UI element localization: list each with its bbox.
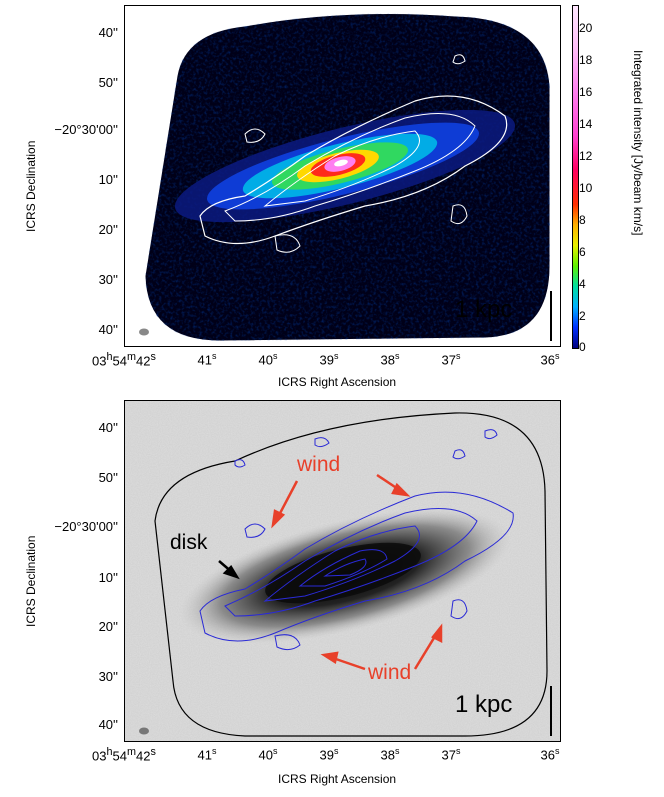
top-ylabel: ICRS Declination xyxy=(24,140,38,232)
bottom-xtick: 37s xyxy=(431,746,471,762)
xtick-unit-s: s xyxy=(333,351,339,361)
xtick-unit-s: s xyxy=(455,746,461,756)
xtick-unit-s: s xyxy=(272,746,278,756)
xtick-seconds: 41 xyxy=(197,352,212,368)
xtick-unit-s: s xyxy=(455,351,461,361)
bottom-xtick-first: 03h54m42s xyxy=(92,746,156,763)
colorbar-tick: 12 xyxy=(579,149,593,163)
xtick-minutes: 54 xyxy=(112,353,127,369)
bottom-xtick: 38s xyxy=(370,746,410,762)
top-ytick: 40'' xyxy=(98,25,118,40)
xtick-unit-s: s xyxy=(554,746,560,756)
xtick-seconds: 37 xyxy=(441,747,456,763)
beam-ellipse xyxy=(139,328,149,336)
scale-bar-label-bottom: 1 kpc xyxy=(455,691,513,718)
xtick-unit-s: s xyxy=(554,351,560,361)
xtick-unit-s: s xyxy=(394,351,400,361)
bottom-ytick: 50'' xyxy=(98,470,118,485)
xtick-seconds: 39 xyxy=(319,352,334,368)
bottom-ytick: −20°30'00'' xyxy=(54,519,118,534)
top-xtick: 36s xyxy=(530,351,570,367)
bottom-ytick: 20'' xyxy=(98,619,118,634)
top-xtick: 41s xyxy=(187,351,227,367)
xtick-seconds: 38 xyxy=(380,352,395,368)
galaxy-emission xyxy=(174,54,516,253)
xtick-seconds: 42 xyxy=(136,748,151,764)
top-ytick: 30'' xyxy=(98,272,118,287)
xtick-unit-s: s xyxy=(211,746,217,756)
top-xtick-first: 03h54m42s xyxy=(92,351,156,368)
xtick-unit-s: s xyxy=(211,351,217,361)
xtick-unit-s: s xyxy=(333,746,339,756)
bottom-ytick: 40'' xyxy=(98,420,118,435)
colorbar-tick: 6 xyxy=(579,245,586,259)
annotation-wind-top: wind xyxy=(297,453,341,476)
top-ytick: 10'' xyxy=(98,172,118,187)
annotation-wind-bottom: wind xyxy=(368,661,412,684)
xtick-minutes: 54 xyxy=(112,748,127,764)
xtick-hours: 03 xyxy=(92,353,107,369)
xtick-unit-s: s xyxy=(150,351,156,363)
xtick-seconds: 40 xyxy=(258,352,273,368)
top-xtick: 37s xyxy=(431,351,471,367)
colorbar-tick: 20 xyxy=(579,21,593,35)
xtick-unit-m: m xyxy=(126,746,136,758)
co-contours xyxy=(199,429,514,651)
bottom-ytick: 30'' xyxy=(98,669,118,684)
colorbar-tick: 14 xyxy=(579,117,593,131)
xtick-seconds: 42 xyxy=(136,353,151,369)
bottom-map-panel: wind wind disk 1 kpc xyxy=(124,400,561,742)
scale-bar-label: 1 kpc xyxy=(455,296,513,323)
xtick-seconds: 36 xyxy=(540,352,555,368)
top-ytick: 50'' xyxy=(98,75,118,90)
xtick-seconds: 41 xyxy=(197,747,212,763)
colorbar-tick: 4 xyxy=(579,277,586,291)
bottom-xtick: 39s xyxy=(309,746,349,762)
xtick-unit-s: s xyxy=(150,746,156,758)
top-ytick: −20°30'00'' xyxy=(54,122,118,137)
colorbar xyxy=(572,5,579,349)
xtick-hours: 03 xyxy=(92,748,107,764)
xtick-unit-m: m xyxy=(126,351,136,363)
xtick-seconds: 40 xyxy=(258,747,273,763)
top-xtick: 40s xyxy=(248,351,288,367)
top-ytick: 20'' xyxy=(98,222,118,237)
xtick-unit-s: s xyxy=(394,746,400,756)
bottom-xtick: 36s xyxy=(530,746,570,762)
bottom-ytick: 40'' xyxy=(98,717,118,732)
colorbar-tick: 0 xyxy=(579,340,586,354)
beam-ellipse-bottom xyxy=(139,727,149,735)
top-xtick: 38s xyxy=(370,351,410,367)
colorbar-tick: 18 xyxy=(579,53,593,67)
xtick-seconds: 38 xyxy=(380,747,395,763)
colorbar-tick: 16 xyxy=(579,85,593,99)
xtick-unit-s: s xyxy=(272,351,278,361)
xtick-seconds: 36 xyxy=(540,747,555,763)
bottom-xtick: 41s xyxy=(187,746,227,762)
annotation-disk: disk xyxy=(170,531,208,554)
disk-arrow xyxy=(218,560,240,580)
bottom-xtick: 40s xyxy=(248,746,288,762)
top-map-image xyxy=(139,13,552,342)
xtick-seconds: 39 xyxy=(319,747,334,763)
bottom-map-image xyxy=(125,401,560,741)
top-xlabel: ICRS Right Ascension xyxy=(278,375,397,389)
bottom-xlabel: ICRS Right Ascension xyxy=(278,772,397,786)
colorbar-tick: 8 xyxy=(579,213,586,227)
xtick-unit-h: h xyxy=(106,351,113,363)
wind-arrows xyxy=(271,473,443,671)
colorbar-label: Integrated intensity [Jy/beam km/s] xyxy=(631,50,645,236)
top-ytick: 40'' xyxy=(98,322,118,337)
bottom-ylabel: ICRS Declination xyxy=(24,535,38,627)
xtick-seconds: 37 xyxy=(441,352,456,368)
xtick-unit-h: h xyxy=(106,746,113,758)
bottom-ytick: 10'' xyxy=(98,570,118,585)
top-xtick: 39s xyxy=(309,351,349,367)
colorbar-tick: 2 xyxy=(579,309,586,323)
top-map-panel: 1 kpc xyxy=(124,5,561,347)
colorbar-tick: 10 xyxy=(579,181,593,195)
